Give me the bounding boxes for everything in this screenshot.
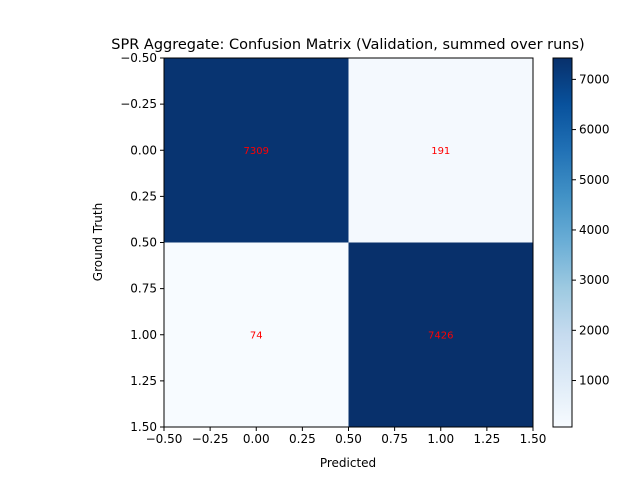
y-tick-label: 0.50: [130, 236, 157, 250]
x-tick-label: 1.25: [474, 432, 501, 446]
y-tick-label: −0.25: [120, 97, 157, 111]
x-tick-label: 0.50: [335, 432, 362, 446]
x-tick-label: −0.50: [146, 432, 183, 446]
colorbar: [552, 57, 573, 428]
colorbar-tick-label: 2000: [579, 323, 610, 337]
colorbar-tick-label: 7000: [579, 72, 610, 86]
x-tick-label: 1.00: [427, 432, 454, 446]
cell-value-label: 7426: [428, 330, 453, 341]
y-tick-label: 0.25: [130, 189, 157, 203]
colorbar-tick-label: 6000: [579, 123, 610, 137]
colorbar-tick-label: 1000: [579, 374, 610, 388]
colorbar-axis: 1000 2000 3000 4000 5000 6000 7000: [572, 72, 610, 388]
colorbar-tick-label: 5000: [579, 173, 610, 187]
heatmap-cell-labels: 7309 191 74 7426: [244, 146, 454, 342]
y-tick-label: 1.00: [130, 328, 157, 342]
y-tick-label: 1.50: [130, 420, 157, 434]
x-tick-label: 0.25: [289, 432, 316, 446]
cell-value-label: 74: [250, 330, 263, 341]
y-axis-label: Ground Truth: [91, 203, 105, 281]
heatmap-cell-r1-c0: [164, 242, 349, 427]
y-tick-label: −0.50: [120, 51, 157, 65]
y-axis: −0.50 −0.25 0.00 0.25 0.50 0.75 1.00 1.25 1.50: [120, 51, 164, 434]
chart-title: SPR Aggregate: Confusion Matrix (Validat…: [111, 37, 584, 53]
heatmap-cells: [164, 58, 533, 427]
x-axis-label: Predicted: [320, 456, 376, 470]
y-tick-label: 1.25: [130, 374, 157, 388]
heatmap-cell-r1-c1: [348, 242, 533, 427]
x-tick-label: 0.00: [243, 432, 270, 446]
heatmap-cell-r0-c1: [348, 58, 533, 243]
cell-value-label: 191: [431, 146, 450, 157]
y-tick-label: 0.00: [130, 143, 157, 157]
cell-value-label: 7309: [244, 146, 269, 157]
x-axis: −0.50 −0.25 0.00 0.25 0.50 0.75 1.00 1.25 1.50: [146, 427, 547, 446]
colorbar-tick-label: 4000: [579, 223, 610, 237]
x-tick-label: −0.25: [192, 432, 229, 446]
y-tick-label: 0.75: [130, 282, 157, 296]
x-tick-label: 1.50: [520, 432, 547, 446]
colorbar-tick-label: 3000: [579, 273, 610, 287]
heatmap-cell-r0-c0: [164, 58, 349, 243]
x-tick-label: 0.75: [381, 432, 408, 446]
